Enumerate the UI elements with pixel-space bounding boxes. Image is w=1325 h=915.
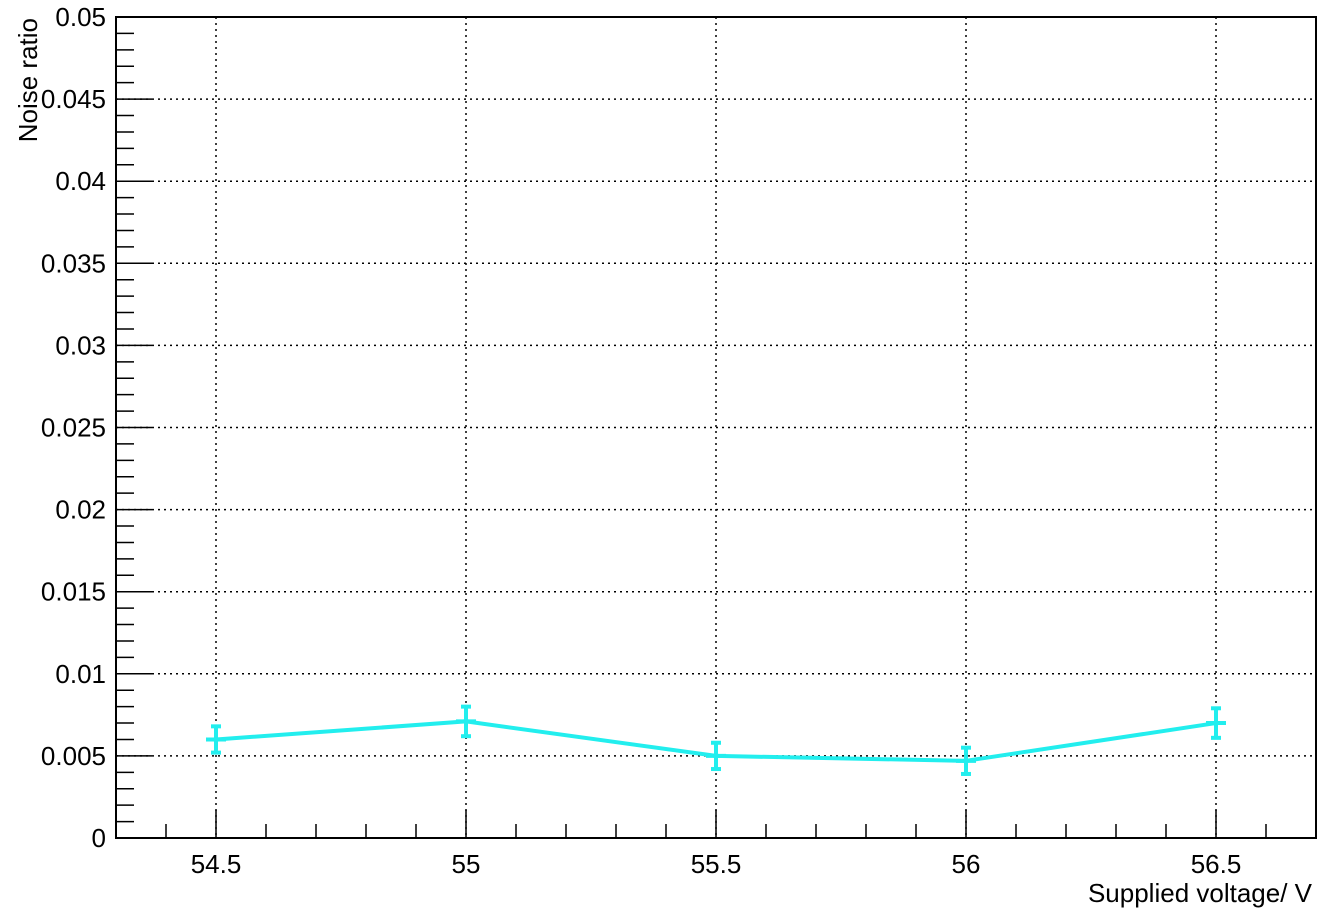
data-point xyxy=(713,752,719,759)
x-axis-title: Supplied voltage/ V xyxy=(1088,878,1313,908)
y-tick-label: 0.02 xyxy=(55,495,106,525)
y-tick-label: 0.01 xyxy=(55,659,106,689)
y-axis-title: Noise ratio xyxy=(13,18,43,142)
y-tick-label: 0.05 xyxy=(55,2,106,32)
series-layer xyxy=(206,704,1226,776)
y-tick-label: 0.035 xyxy=(41,248,106,278)
data-point xyxy=(1213,720,1219,727)
y-tick-label: 0.045 xyxy=(41,84,106,114)
tick-labels: 54.5 55 55.5 56 56.5 0 0.005 0.01 0.015 0.02 0.025… xyxy=(41,2,1241,879)
data-point xyxy=(213,736,219,743)
data-point xyxy=(463,718,469,725)
data-point xyxy=(963,757,969,764)
y-tick-label: 0.03 xyxy=(55,330,106,360)
y-tick-label: 0.04 xyxy=(55,166,106,196)
x-tick-label: 56.5 xyxy=(1191,849,1242,879)
x-tick-label: 54.5 xyxy=(191,849,242,879)
y-tick-label: 0.015 xyxy=(41,577,106,607)
grid xyxy=(116,17,1316,838)
x-tick-label: 55 xyxy=(452,849,481,879)
y-tick-label: 0 xyxy=(92,823,106,853)
y-tick-label: 0.005 xyxy=(41,741,106,771)
x-tick-label: 56 xyxy=(952,849,981,879)
axis-ticks xyxy=(115,16,1317,839)
x-tick-label: 55.5 xyxy=(691,849,742,879)
y-tick-label: 0.025 xyxy=(41,413,106,443)
